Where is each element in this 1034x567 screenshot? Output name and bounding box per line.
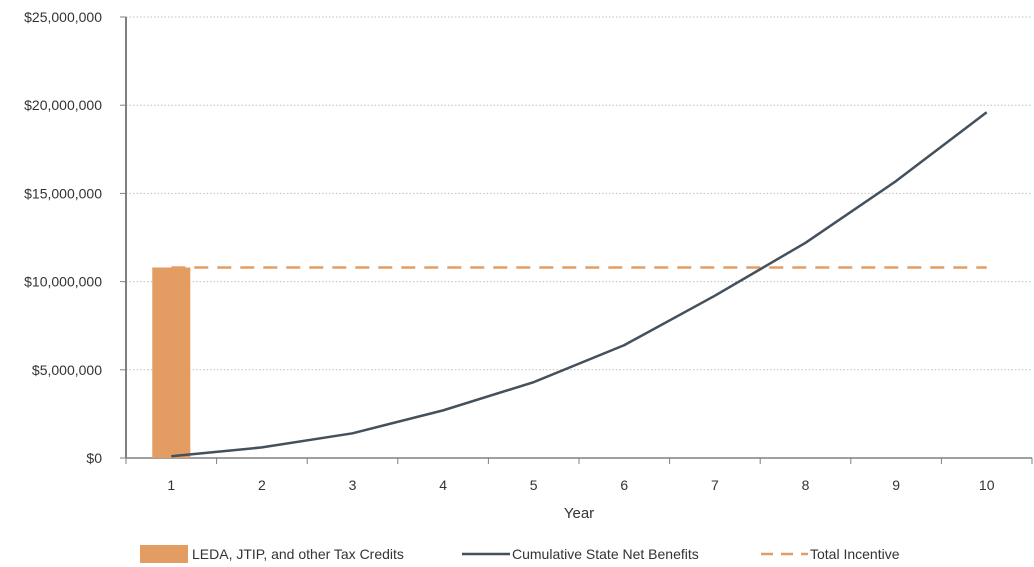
x-tick-label: 3 (349, 477, 357, 493)
x-tick-label: 8 (802, 477, 810, 493)
x-tick-label: 10 (979, 477, 995, 493)
legend-label-tax-credits: LEDA, JTIP, and other Tax Credits (192, 546, 404, 562)
x-tick-label: 5 (530, 477, 538, 493)
x-tick-labels: 1 2 3 4 5 6 7 8 9 10 (167, 477, 994, 493)
x-tick-label: 6 (620, 477, 628, 493)
axes (120, 16, 1033, 464)
y-tick-label: $5,000,000 (32, 362, 102, 378)
x-tick-label: 9 (892, 477, 900, 493)
x-tick-label: 4 (439, 477, 447, 493)
y-tick-label: $0 (86, 450, 102, 466)
legend-label-total-incentive: Total Incentive (810, 546, 900, 562)
bar (152, 267, 191, 458)
y-tick-label: $25,000,000 (24, 9, 102, 25)
legend-label-net-benefits: Cumulative State Net Benefits (512, 546, 699, 562)
y-tick-label: $10,000,000 (24, 274, 102, 290)
grid (126, 16, 1032, 371)
y-tick-label: $20,000,000 (24, 97, 102, 113)
x-tick-label: 1 (167, 477, 175, 493)
y-tick-labels: $0 $5,000,000 $10,000,000 $15,000,000 $20,00… (24, 9, 102, 466)
legend-swatch-tax-credits (140, 545, 188, 563)
bars (152, 267, 191, 458)
x-axis-title: Year (564, 505, 594, 522)
y-tick-label: $15,000,000 (24, 185, 102, 201)
cumulative-net-benefits-line (171, 111, 988, 458)
lines (171, 111, 988, 458)
x-tick-label: 7 (711, 477, 719, 493)
x-tick-label: 2 (258, 477, 266, 493)
legend: LEDA, JTIP, and other Tax Credits Cumulat… (140, 545, 900, 563)
